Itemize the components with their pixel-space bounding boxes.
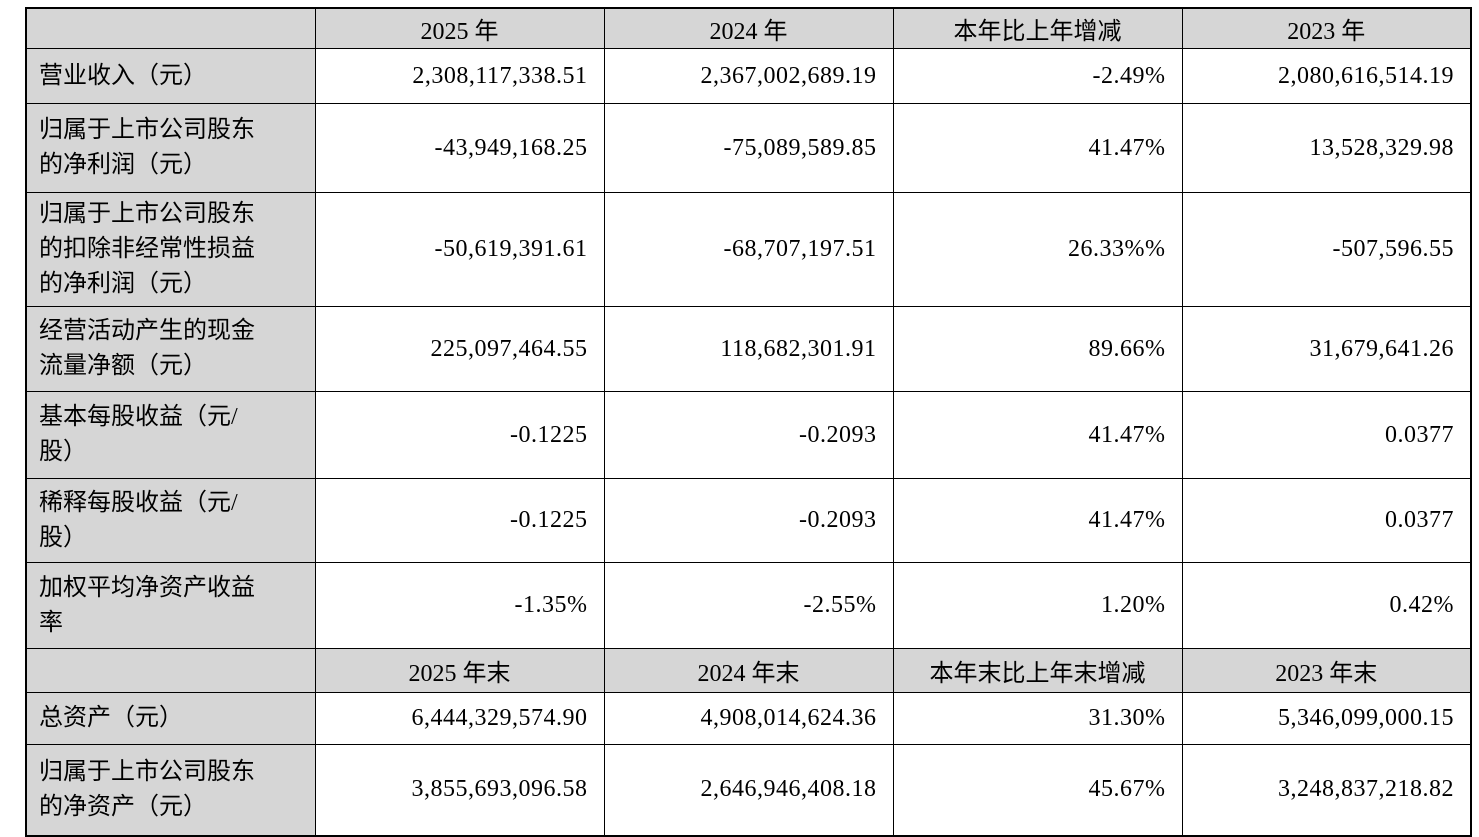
row-net-profit-excl-nonrecurring: 归属于上市公司股东 的扣除非经常性损益 的净利润（元） -50,619,391.… (25, 192, 1472, 307)
header-2023: 2023 年 (1181, 7, 1472, 49)
row-label: 稀释每股收益（元/ 股） (25, 478, 316, 563)
value-2023: 0.0377 (1181, 391, 1472, 479)
row-net-assets-attributable: 归属于上市公司股东 的净资产（元） 3,855,693,096.58 2,646… (25, 744, 1472, 836)
value-change: 41.47% (892, 103, 1183, 193)
header-yoy-change: 本年比上年增减 (892, 7, 1183, 49)
value-2025: 225,097,464.55 (314, 306, 605, 392)
row-basic-eps: 基本每股收益（元/ 股） -0.1225 -0.2093 41.47% 0.03… (25, 391, 1472, 479)
value-2023: 13,528,329.98 (1181, 103, 1472, 193)
value-2025: -0.1225 (314, 391, 605, 479)
value-2025: -50,619,391.61 (314, 192, 605, 307)
value-change: 89.66% (892, 306, 1183, 392)
value-2024: -2.55% (603, 562, 894, 649)
value-2023: 2,080,616,514.19 (1181, 48, 1472, 104)
row-label: 基本每股收益（元/ 股） (25, 391, 316, 479)
row-operating-cash-flow: 经营活动产生的现金 流量净额（元） 225,097,464.55 118,682… (25, 306, 1472, 392)
value-change: 31.30% (892, 692, 1183, 745)
header-yearend-change: 本年末比上年末增减 (892, 648, 1183, 693)
row-diluted-eps: 稀释每股收益（元/ 股） -0.1225 -0.2093 41.47% 0.03… (25, 478, 1472, 563)
header-2024-end: 2024 年末 (603, 648, 894, 693)
value-2025: 3,855,693,096.58 (314, 744, 605, 836)
header-blank-cell (25, 648, 316, 693)
row-weighted-avg-roe: 加权平均净资产收益 率 -1.35% -2.55% 1.20% 0.42% (25, 562, 1472, 649)
value-2023: -507,596.55 (1181, 192, 1472, 307)
period-header-row: 2025 年 2024 年 本年比上年增减 2023 年 (25, 7, 1472, 49)
value-2023: 3,248,837,218.82 (1181, 744, 1472, 836)
report-page: 2025 年 2024 年 本年比上年增减 2023 年 营业收入（元） 2,3… (25, 7, 1472, 837)
value-2023: 0.42% (1181, 562, 1472, 649)
value-2024: 2,646,946,408.18 (603, 744, 894, 836)
financial-summary-table: 2025 年 2024 年 本年比上年增减 2023 年 营业收入（元） 2,3… (25, 7, 1472, 837)
value-2024: -0.2093 (603, 478, 894, 563)
row-label: 总资产（元） (25, 692, 316, 745)
header-2025-end: 2025 年末 (314, 648, 605, 693)
header-blank-cell (25, 7, 316, 49)
row-label: 归属于上市公司股东 的净资产（元） (25, 744, 316, 836)
value-change: 1.20% (892, 562, 1183, 649)
header-2024: 2024 年 (603, 7, 894, 49)
value-2023: 31,679,641.26 (1181, 306, 1472, 392)
row-label: 营业收入（元） (25, 48, 316, 104)
header-2025: 2025 年 (314, 7, 605, 49)
value-2024: 2,367,002,689.19 (603, 48, 894, 104)
value-2024: -75,089,589.85 (603, 103, 894, 193)
value-change: 26.33%% (892, 192, 1183, 307)
value-2023: 5,346,099,000.15 (1181, 692, 1472, 745)
value-2023: 0.0377 (1181, 478, 1472, 563)
snapshot-header-row: 2025 年末 2024 年末 本年末比上年末增减 2023 年末 (25, 648, 1472, 693)
row-net-profit-attributable: 归属于上市公司股东 的净利润（元） -43,949,168.25 -75,089… (25, 103, 1472, 193)
value-2025: 6,444,329,574.90 (314, 692, 605, 745)
value-change: 45.67% (892, 744, 1183, 836)
row-label: 归属于上市公司股东 的净利润（元） (25, 103, 316, 193)
value-2024: -0.2093 (603, 391, 894, 479)
value-change: 41.47% (892, 391, 1183, 479)
value-2024: -68,707,197.51 (603, 192, 894, 307)
value-2025: -1.35% (314, 562, 605, 649)
row-operating-revenue: 营业收入（元） 2,308,117,338.51 2,367,002,689.1… (25, 48, 1472, 104)
header-2023-end: 2023 年末 (1181, 648, 1472, 693)
value-2024: 118,682,301.91 (603, 306, 894, 392)
value-2025: -0.1225 (314, 478, 605, 563)
row-label: 经营活动产生的现金 流量净额（元） (25, 306, 316, 392)
row-label: 归属于上市公司股东 的扣除非经常性损益 的净利润（元） (25, 192, 316, 307)
value-2025: 2,308,117,338.51 (314, 48, 605, 104)
row-total-assets: 总资产（元） 6,444,329,574.90 4,908,014,624.36… (25, 692, 1472, 745)
row-label: 加权平均净资产收益 率 (25, 562, 316, 649)
value-change: 41.47% (892, 478, 1183, 563)
value-change: -2.49% (892, 48, 1183, 104)
value-2025: -43,949,168.25 (314, 103, 605, 193)
value-2024: 4,908,014,624.36 (603, 692, 894, 745)
